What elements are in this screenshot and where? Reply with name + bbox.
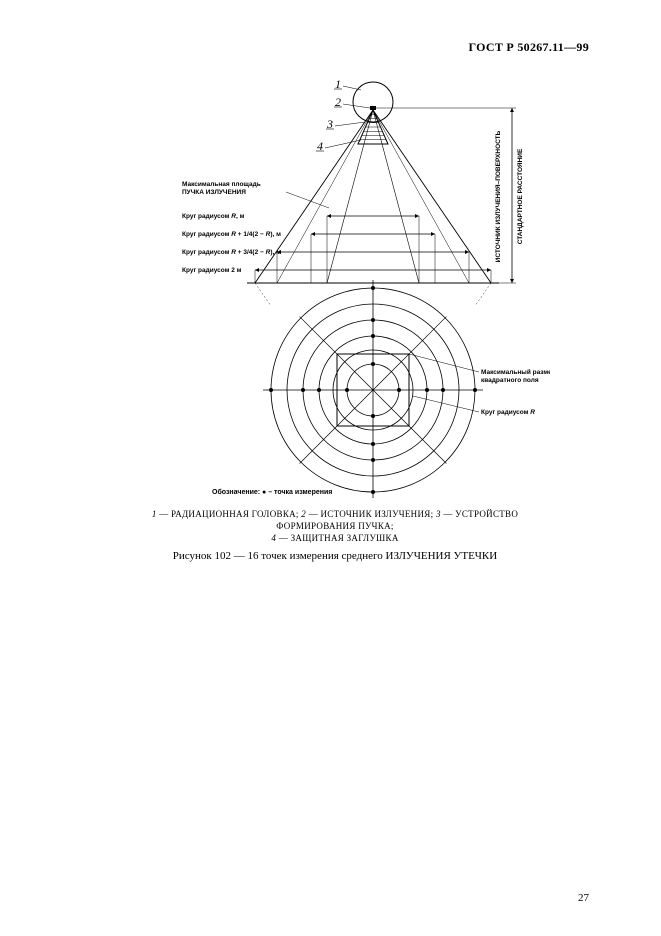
figure-102-svg: 1234Максимальная площадьПУЧКА ИЗЛУЧЕНИЯК… [120,68,550,498]
svg-text:ИСТОЧНИК ИЗЛУЧЕНИЯ–ПОВЕРХНОСТЬ: ИСТОЧНИК ИЗЛУЧЕНИЯ–ПОВЕРХНОСТЬ [495,130,502,262]
svg-text:Обозначение: ● – точка измерен: Обозначение: ● – точка измерения [212,488,332,496]
page-number: 27 [578,892,589,904]
svg-text:СТАНДАРТНОЕ РАССТОЯНИЕ: СТАНДАРТНОЕ РАССТОЯНИЕ [517,148,524,244]
figure-caption: Рисунок 102 — 16 точек измерения среднег… [120,550,550,562]
svg-text:Круг радиусом R + 3/4(2 − R),: Круг радиусом R + 3/4(2 − R), м [182,249,281,256]
figure-102: 1234Максимальная площадьПУЧКА ИЗЛУЧЕНИЯК… [120,68,550,562]
doc-standard-id: ГОСТ Р 50267.11—99 [468,40,589,55]
svg-text:Максимальная площадь: Максимальная площадь [182,181,261,188]
svg-text:Круг радиусом R, м: Круг радиусом R, м [182,213,245,220]
svg-text:Круг радиусом R + 1/4(2 − R),: Круг радиусом R + 1/4(2 − R), м [182,231,281,238]
svg-text:квадратного поля: квадратного поля [481,377,539,384]
figure-legend: 1 — РАДИАЦИОННАЯ ГОЛОВКА; 2 — ИСТОЧНИК И… [120,508,550,544]
svg-text:ПУЧКА ИЗЛУЧЕНИЯ: ПУЧКА ИЗЛУЧЕНИЯ [182,189,246,196]
legend-2-text: — ИСТОЧНИК ИЗЛУЧЕНИЯ; [306,509,436,519]
svg-text:Круг радиусом R: Круг радиусом R [481,409,535,416]
legend-1-text: — РАДИАЦИОННАЯ ГОЛОВКА; [157,509,302,519]
svg-text:Максимальный размер: Максимальный размер [481,368,550,376]
legend-4-text: — ЗАЩИТНАЯ ЗАГЛУШКА [276,533,398,543]
svg-text:Круг радиусом 2 м: Круг радиусом 2 м [182,267,242,274]
